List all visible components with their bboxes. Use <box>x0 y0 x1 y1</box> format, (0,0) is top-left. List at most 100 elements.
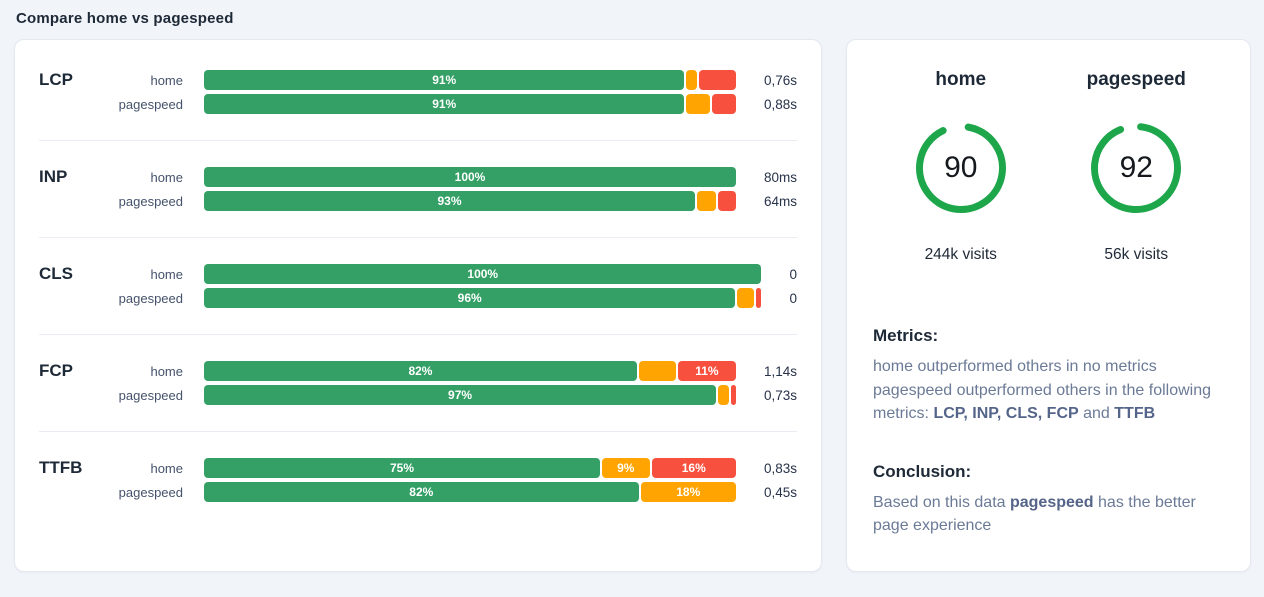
poor-segment <box>717 191 736 211</box>
score-value: 92 <box>1119 151 1153 184</box>
site-label: home <box>150 363 183 379</box>
metric-name-label: TTFB <box>39 458 83 477</box>
metric-rows: home 100% 0 pagespeed 96% 0 <box>101 264 797 308</box>
score-ring: 90 <box>913 120 1009 216</box>
poor-segment <box>730 385 736 405</box>
winner-name: pagespeed <box>1009 493 1094 511</box>
segment-percent-label: 9% <box>617 461 635 475</box>
segment-percent-label: 82% <box>408 364 433 378</box>
bar-row-lcp-pagespeed: pagespeed 91% 0,88s <box>101 94 797 114</box>
needs-improvement-segment: 18% <box>640 482 736 502</box>
metric-group-fcp: FCP home 82% 11% 1,14s pagespeed 97% 0,73s <box>39 361 797 405</box>
good-segment: 96% <box>204 288 736 308</box>
good-segment: 82% <box>204 361 637 381</box>
metric-group-lcp: LCP home 91% 0,76s pagespeed 91% 0,88s <box>39 70 797 114</box>
poor-segment: 11% <box>677 361 736 381</box>
segment-percent-label: 11% <box>695 364 719 378</box>
segment-percent-label: 96% <box>457 291 482 305</box>
group-divider <box>39 237 797 238</box>
metrics-bold-last: TTFB <box>1114 405 1156 422</box>
site-label: pagespeed <box>118 290 183 306</box>
score-value: 90 <box>944 151 978 184</box>
site-name: home <box>935 69 987 90</box>
needs-improvement-segment <box>686 70 698 90</box>
poor-segment <box>699 70 736 90</box>
site-label: home <box>150 460 183 476</box>
score-ring-svg <box>1091 123 1182 213</box>
stacked-bar: 82% 11% <box>204 361 736 381</box>
group-divider <box>39 334 797 335</box>
metrics-and: and <box>1078 405 1115 422</box>
metric-rows: home 100% 80ms pagespeed 93% 64ms <box>101 167 797 211</box>
stacked-bar: 97% <box>204 385 736 405</box>
good-segment: 93% <box>204 191 696 211</box>
stacked-bar: 91% <box>204 70 736 90</box>
metric-bar-groups: LCP home 91% 0,76s pagespeed 91% 0,88s INP home 1… <box>39 70 797 502</box>
metric-value: 64ms <box>763 193 797 209</box>
metrics-summary-text: home outperformed others in no metrics p… <box>873 355 1224 426</box>
needs-improvement-segment: 9% <box>601 458 650 478</box>
metric-value: 0,73s <box>763 387 797 403</box>
conclusion-prefix: Based on this data <box>873 493 1010 511</box>
segment-percent-label: 82% <box>409 485 434 499</box>
poor-segment <box>712 94 736 114</box>
metric-rows: home 82% 11% 1,14s pagespeed 97% 0,73s <box>101 361 797 405</box>
summary-card: home 90 244k visits pagespeed 92 56k visits M… <box>846 39 1251 572</box>
metric-group-cls: CLS home 100% 0 pagespeed 96% 0 <box>39 264 797 308</box>
metrics-heading: Metrics: <box>873 326 939 345</box>
bar-row-fcp-home: home 82% 11% 1,14s <box>101 361 797 381</box>
bar-row-cls-home: home 100% 0 <box>101 264 797 284</box>
good-segment: 91% <box>204 94 685 114</box>
poor-segment <box>755 288 762 308</box>
stacked-bar: 93% <box>204 191 736 211</box>
site-label: home <box>150 72 183 88</box>
site-label: pagespeed <box>118 484 183 500</box>
metric-group-ttfb: TTFB home 75% 9% 16% 0,83s pagespeed 82% 18% 0,45… <box>39 458 797 502</box>
metric-value: 1,14s <box>763 363 797 379</box>
stacked-bar: 100% <box>204 264 762 284</box>
segment-percent-label: 100% <box>454 170 486 184</box>
metric-rows: home 75% 9% 16% 0,83s pagespeed 82% 18% 0,45s <box>101 458 797 502</box>
metric-value: 0 <box>789 290 797 306</box>
segment-percent-label: 91% <box>432 73 457 87</box>
site-label: pagespeed <box>118 387 183 403</box>
bar-row-cls-pagespeed: pagespeed 96% 0 <box>101 288 797 308</box>
segment-percent-label: 100% <box>467 267 499 281</box>
stacked-bar: 96% <box>204 288 762 308</box>
metric-value: 0,76s <box>763 72 797 88</box>
site-label: pagespeed <box>118 193 183 209</box>
good-segment: 82% <box>204 482 639 502</box>
visits-count: 56k visits <box>1104 246 1169 263</box>
metric-value: 0,83s <box>763 460 797 476</box>
needs-improvement-segment <box>638 361 676 381</box>
metrics-summary-home: home outperformed others in no metrics <box>873 358 1157 375</box>
good-segment: 100% <box>204 264 762 284</box>
metric-value: 0,88s <box>763 96 797 112</box>
needs-improvement-segment <box>686 94 711 114</box>
metrics-bold-list: LCP, INP, CLS, FCP <box>933 405 1079 422</box>
site-label: pagespeed <box>118 96 183 112</box>
stacked-bar: 75% 9% 16% <box>204 458 736 478</box>
metric-name-label: LCP <box>39 70 73 89</box>
stacked-bar: 100% <box>204 167 736 187</box>
good-segment: 97% <box>204 385 717 405</box>
bar-row-ttfb-home: home 75% 9% 16% 0,83s <box>101 458 797 478</box>
metric-value: 0,45s <box>763 484 797 500</box>
needs-improvement-segment <box>697 191 716 211</box>
score-ring-arc <box>915 123 1006 213</box>
summary-text-block: Metrics: home outperformed others in no … <box>873 326 1224 538</box>
good-segment: 75% <box>204 458 600 478</box>
site-score-row: home 90 244k visits pagespeed 92 56k visits <box>873 68 1224 264</box>
site-column-home: home 90 244k visits <box>873 68 1049 264</box>
metric-group-inp: INP home 100% 80ms pagespeed 93% 64ms <box>39 167 797 211</box>
segment-percent-label: 75% <box>389 461 414 475</box>
segment-percent-label: 16% <box>681 461 706 475</box>
score-ring-arc <box>1091 123 1182 213</box>
needs-improvement-segment <box>737 288 754 308</box>
metric-value: 0 <box>789 266 797 282</box>
site-column-pagespeed: pagespeed 92 56k visits <box>1049 68 1225 264</box>
bar-row-inp-pagespeed: pagespeed 93% 64ms <box>101 191 797 211</box>
stacked-bar: 82% 18% <box>204 482 736 502</box>
metric-name-label: FCP <box>39 361 73 380</box>
metric-value: 80ms <box>763 169 797 185</box>
